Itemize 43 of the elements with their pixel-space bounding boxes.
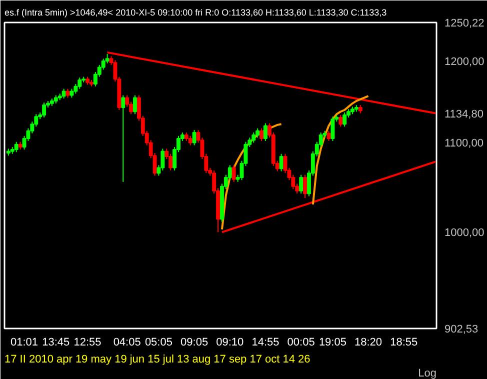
x-tick-label: 13:45 [42, 336, 70, 348]
y-tick-label: 1000,00 [444, 227, 484, 240]
x-tick-label: 19:05 [318, 336, 346, 348]
y-tick-label: 1200,00 [444, 56, 484, 68]
candlestick [256, 128, 260, 138]
y-tick-label: 1250,22 [444, 18, 484, 30]
x-tick-label: 12:55 [74, 336, 102, 348]
line-series [312, 95, 370, 206]
x-tick-label: 18:20 [354, 336, 382, 348]
candlestick [14, 141, 18, 153]
candlestick [133, 94, 137, 115]
candlestick [303, 174, 308, 199]
x-tick-label: 00:05 [287, 336, 315, 348]
candlestick [62, 88, 66, 100]
line-series [220, 123, 282, 230]
candlestick [192, 129, 196, 146]
candlestick [279, 153, 284, 172]
x-tick-label: 01:01 [10, 336, 38, 348]
candlestick [338, 114, 343, 128]
y-tick-label: 1100,00 [444, 138, 484, 150]
candlestick [121, 94, 126, 182]
chart-title: es.f (Intra 5min) >1046,49< 2010-XI-5 09:10:00 fri R:0 O:1133,60 H:1133,60 L:1133,30 C:1133,3 [4, 8, 387, 18]
candlestick [42, 102, 46, 118]
candlestick [260, 128, 264, 142]
candlestick [299, 174, 304, 194]
candlestick [252, 132, 256, 144]
y-tick-label: 1134,80 [444, 108, 484, 120]
x-tick-label: 09:10 [216, 336, 244, 348]
x-tick-label: 04:05 [113, 336, 141, 348]
x-tick-label: 14:55 [252, 336, 280, 348]
candlestick [188, 135, 192, 146]
x-tick-label: 18:55 [390, 336, 418, 348]
x-tick-label: 09:05 [180, 336, 208, 348]
candlestick [232, 164, 236, 182]
x-tick-label: 05:05 [144, 336, 172, 348]
y-tick-label: 902,53 [444, 324, 478, 336]
candlestick [78, 77, 82, 90]
candlestick [342, 112, 347, 128]
candlestick [326, 130, 331, 142]
candlestick [330, 116, 335, 142]
text: Log [418, 368, 437, 379]
candlestick [263, 122, 268, 142]
text: 17 II 2010 apr 19 may 19 jun 15 jul 13 aug 17 sep 17 oct 14 26 [4, 354, 310, 366]
